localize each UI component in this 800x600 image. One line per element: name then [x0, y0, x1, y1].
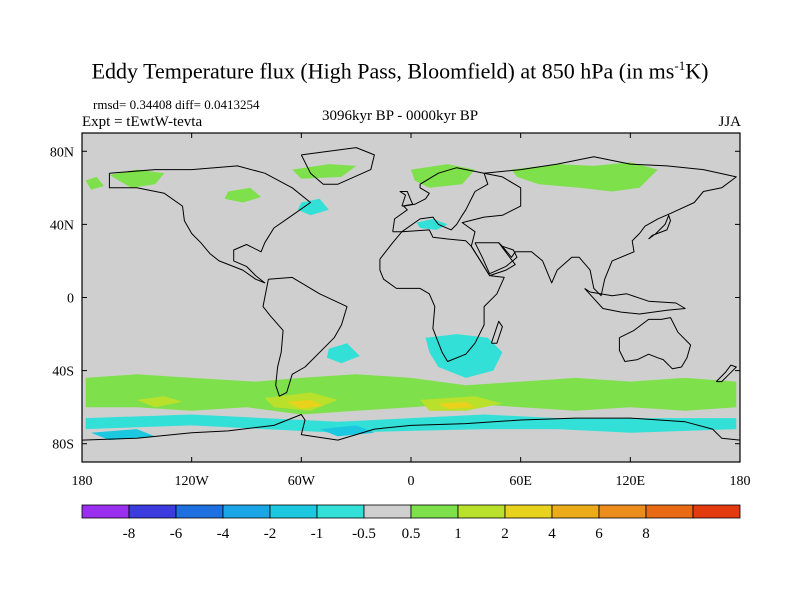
stats-label: rmsd= 0.34408 diff= 0.0413254 — [93, 97, 260, 112]
coastline-southeast-islands — [584, 287, 686, 315]
lon-tick-label: 120E — [616, 474, 646, 489]
lon-tick-label: 0 — [408, 474, 415, 489]
anomaly-siberia — [511, 162, 658, 192]
colorbar-swatch — [457, 504, 506, 519]
coastline-new-zealand — [715, 364, 737, 383]
anomaly-mediterranean — [416, 218, 448, 230]
lon-tick-label: 60E — [509, 474, 532, 489]
colorbar-swatch — [645, 504, 694, 519]
experiment-label: Expt = tEwtW-tevta — [82, 114, 203, 130]
period-label: 3096kyr BP - 0000kyr BP — [321, 108, 479, 124]
colorbar-swatch — [222, 504, 271, 519]
anomaly-north-atlantic — [297, 198, 329, 216]
coastline-arabia — [474, 242, 518, 275]
coastline-asia — [461, 156, 737, 297]
lat-tick-label: 80N — [50, 145, 74, 160]
colorbar-swatch — [410, 504, 459, 519]
anomaly-drake-passage-core — [286, 399, 324, 409]
colorbar-swatch — [363, 504, 412, 519]
colorbar-label: 4 — [548, 526, 556, 542]
colorbar-label: 2 — [501, 526, 509, 542]
colorbar-label: -0.5 — [352, 526, 376, 542]
colorbar-label: -8 — [123, 526, 136, 542]
lon-tick-label: 120W — [175, 474, 210, 489]
coastline-madagascar — [490, 320, 503, 344]
colorbar-label: -6 — [170, 526, 183, 542]
title-unit-end: K) — [685, 58, 709, 84]
coastline-british-isles — [399, 191, 414, 207]
colorbar-swatch — [316, 504, 365, 519]
lon-tick-label: 180 — [72, 474, 93, 489]
colorbar-swatch — [128, 504, 177, 519]
anomaly-south-pacific — [136, 396, 183, 408]
anomaly-alaska — [109, 169, 165, 188]
lon-tick-label: 180 — [730, 474, 751, 489]
lat-tick-label: 40S — [52, 365, 74, 380]
colorbar-label: 0.5 — [402, 526, 421, 542]
anomaly-ross-sea — [91, 429, 156, 441]
colorbar-label: 6 — [595, 526, 603, 542]
anomaly-south-atlantic — [326, 343, 360, 364]
colorbar: -8 -6 -4 -2 -1 -0.5 0.5 1 2 4 6 8 — [81, 504, 741, 542]
colorbar-label: 1 — [454, 526, 462, 542]
anomaly-southern-africa — [425, 334, 503, 378]
coastline-africa — [379, 229, 505, 362]
colorbar-swatch — [269, 504, 318, 519]
coastline-north-america — [108, 165, 311, 284]
coastline-antarctica — [82, 414, 740, 441]
colorbar-swatch — [551, 504, 600, 519]
season-label: JJA — [718, 114, 741, 130]
page-title: Eddy Temperature flux (High Pass, Bloomf… — [0, 58, 800, 84]
coastline-japan — [648, 214, 671, 240]
lat-tick-label: 80S — [52, 438, 74, 453]
title-text: Eddy Temperature flux (High Pass, Bloomf… — [91, 58, 675, 84]
anomaly-hudson-bay — [224, 187, 262, 203]
coastline-australia — [618, 317, 692, 370]
coastline-layer — [82, 147, 740, 441]
colorbar-label: -4 — [217, 526, 230, 542]
lon-tick-label: 60W — [288, 474, 316, 489]
coastline-greenland — [300, 147, 375, 185]
colorbar-swatch — [598, 504, 647, 519]
title-unit-exponent: -1 — [674, 58, 686, 73]
colorbar-label: 8 — [642, 526, 650, 542]
lat-tick-label: 0 — [67, 292, 74, 307]
axis-ticks: 80N 40N 0 40S 80S 180 120W 60W 0 60E 120E 180 — [50, 133, 751, 489]
anomaly-north-pacific-west — [85, 176, 104, 190]
anomaly-southern-ocean-belt — [85, 374, 737, 415]
colorbar-swatch — [692, 504, 741, 519]
colorbar-swatch — [81, 504, 130, 519]
colorbar-swatch — [175, 504, 224, 519]
colorbar-swatch — [504, 504, 553, 519]
lat-tick-label: 40N — [50, 218, 74, 233]
coastline-south-america — [262, 276, 348, 397]
anomaly-scandinavia — [411, 164, 475, 188]
colorbar-label: -1 — [311, 526, 324, 542]
colorbar-label: -2 — [264, 526, 277, 542]
anomaly-southern-indian-core — [438, 401, 475, 409]
